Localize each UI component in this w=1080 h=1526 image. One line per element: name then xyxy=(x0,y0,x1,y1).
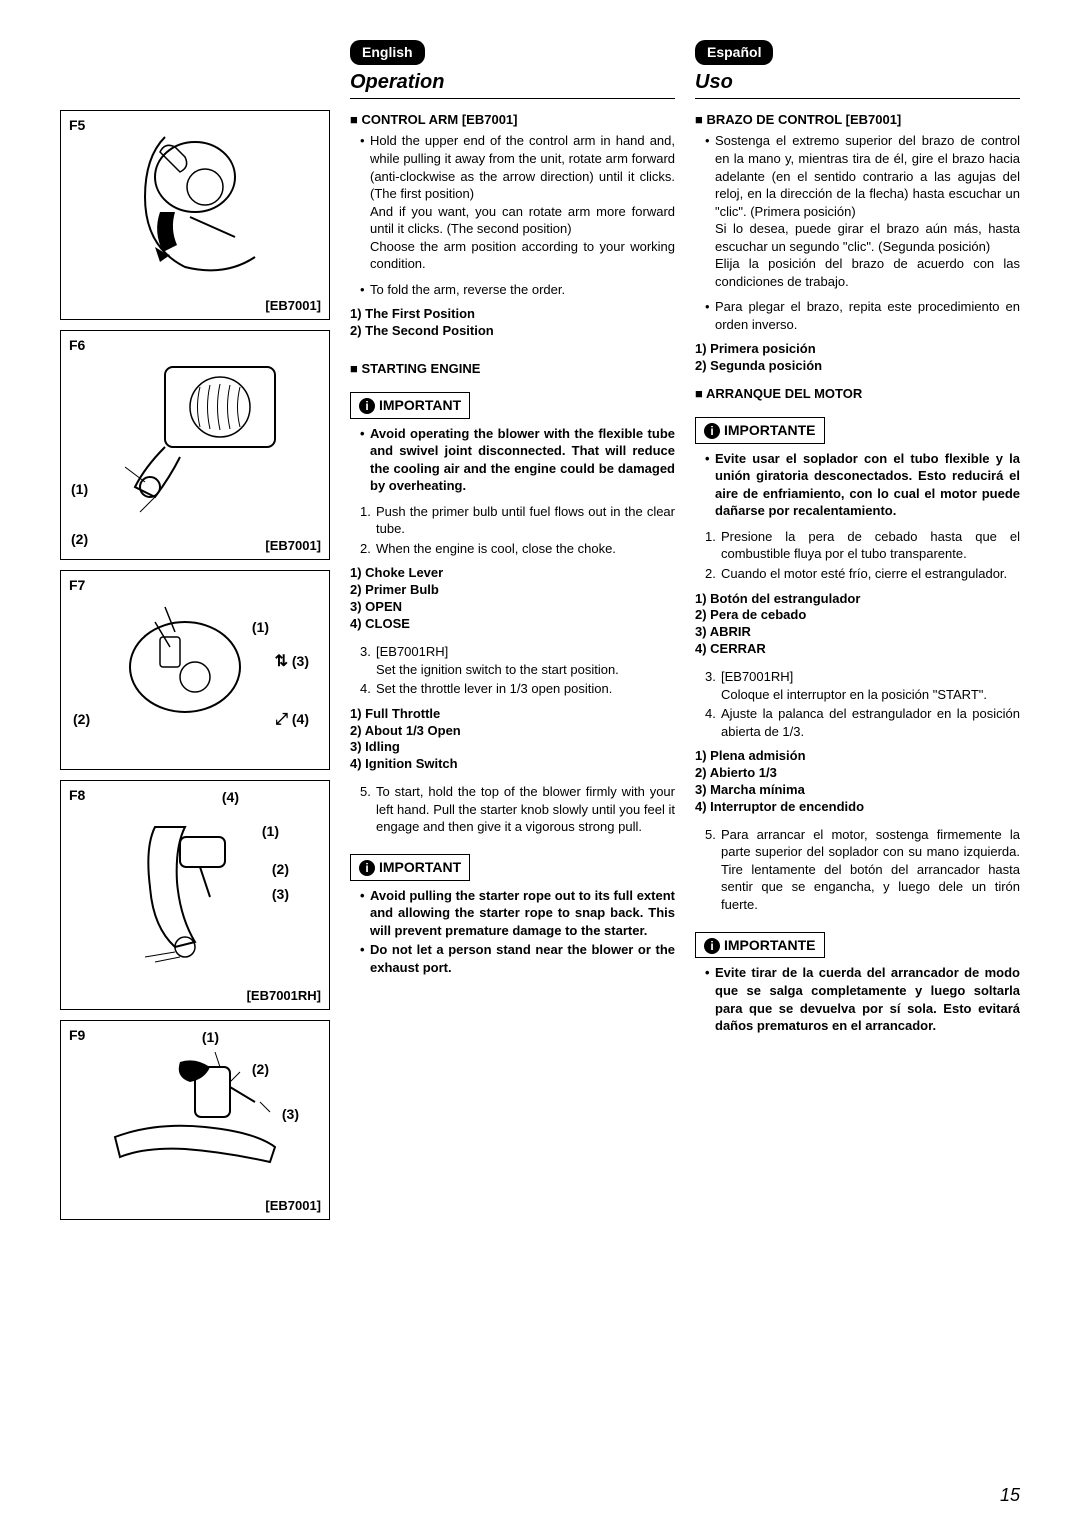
figure-label: F7 xyxy=(69,577,85,593)
heading-arranque: ARRANQUE DEL MOTOR xyxy=(695,385,1020,403)
step-1: 1.Push the primer bulb until fuel flows … xyxy=(360,503,675,538)
important-box-2: iIMPORTANT xyxy=(350,854,470,881)
figure-model: [EB7001] xyxy=(265,298,321,313)
steps-1-2: 1.Push the primer bulb until fuel flows … xyxy=(350,503,675,558)
text: Evite usar el soplador con el tubo flexi… xyxy=(705,450,1020,520)
step-3: 3.[EB7001RH]Set the ignition switch to t… xyxy=(360,643,675,678)
info-icon: i xyxy=(704,938,720,954)
figure-f8-drawing xyxy=(105,787,285,977)
step-2: 2.When the engine is cool, close the cho… xyxy=(360,540,675,558)
callout-3: (3) xyxy=(272,886,289,902)
figure-model: [EB7001] xyxy=(265,1198,321,1213)
info-icon: i xyxy=(359,860,375,876)
page-container: F5 [EB7001] F6 xyxy=(60,40,1020,1496)
pasos-1-2: 1.Presione la pera de cebado hasta que e… xyxy=(695,528,1020,583)
english-column: English Operation CONTROL ARM [EB7001] H… xyxy=(350,40,675,1496)
figure-model: [EB7001] xyxy=(265,538,321,553)
info-icon: i xyxy=(704,423,720,439)
figure-f5: F5 [EB7001] xyxy=(60,110,330,320)
step-5-item: 5.To start, hold the top of the blower f… xyxy=(360,783,675,836)
callout-4: ⤢ (4) xyxy=(275,711,309,729)
text: Hold the upper end of the control arm in… xyxy=(360,132,675,272)
estrangulador-legend: 1) Botón del estrangulador 2) Pera de ce… xyxy=(695,591,1020,659)
figure-f5-drawing xyxy=(105,117,285,287)
callout-2: (2) xyxy=(252,1061,269,1077)
text: Para plegar el brazo, repita este proced… xyxy=(705,298,1020,333)
figure-f7-drawing xyxy=(105,577,285,737)
importante-box-1: iIMPORTANTE xyxy=(695,417,825,444)
paso-1: 1.Presione la pera de cebado hasta que e… xyxy=(705,528,1020,563)
callout-2: (2) xyxy=(272,861,289,877)
callout-1: (1) xyxy=(202,1029,219,1045)
text: Sostenga el extremo superior del brazo d… xyxy=(705,132,1020,290)
callout-3: (3) xyxy=(282,1106,299,1122)
figure-f6: F6 (1) (2) [EB7001] xyxy=(60,330,330,560)
paso-5-item: 5.Para arrancar el motor, sostenga firme… xyxy=(705,826,1020,914)
callout-2: (2) xyxy=(71,531,88,547)
control-arm-bullets: Hold the upper end of the control arm in… xyxy=(350,132,675,272)
warning-2: Avoid pulling the starter rope out to it… xyxy=(350,887,675,977)
figure-f7: F7 (1) (2) ⇅ (3) ⤢ (4) xyxy=(60,570,330,770)
admision-legend: 1) Plena admisión 2) Abierto 1/3 3) Marc… xyxy=(695,748,1020,816)
text: Avoid pulling the starter rope out to it… xyxy=(360,887,675,940)
step-4: 4.Set the throttle lever in 1/3 open pos… xyxy=(360,680,675,698)
figure-label: F6 xyxy=(69,337,85,353)
figures-column: F5 [EB7001] F6 xyxy=(60,40,330,1496)
figure-f8: F8 (4) (1) (2) (3) [EB7001RH] xyxy=(60,780,330,1010)
spanish-column: Español Uso BRAZO DE CONTROL [EB7001] So… xyxy=(695,40,1020,1496)
info-icon: i xyxy=(359,398,375,414)
text: Avoid operating the blower with the flex… xyxy=(360,425,675,495)
warning-1: Avoid operating the blower with the flex… xyxy=(350,425,675,495)
callout-4: (4) xyxy=(222,789,239,805)
paso-5: 5.Para arrancar el motor, sostenga firme… xyxy=(695,826,1020,914)
aviso-1: Evite usar el soplador con el tubo flexi… xyxy=(695,450,1020,520)
figure-f9-drawing xyxy=(95,1027,295,1187)
figure-label: F5 xyxy=(69,117,85,133)
lang-badge-spanish: Español xyxy=(695,40,773,65)
heading-starting-engine: STARTING ENGINE xyxy=(350,360,675,378)
page-number: 15 xyxy=(1000,1485,1020,1506)
lang-badge-english: English xyxy=(350,40,425,65)
figure-f9: F9 (1) (2) (3) [EB7001] xyxy=(60,1020,330,1220)
callout-3: ⇅ (3) xyxy=(275,651,309,671)
section-title: Operation xyxy=(350,69,675,99)
importante-box-2: iIMPORTANTE xyxy=(695,932,825,959)
aviso-2: Evite tirar de la cuerda del arrancador … xyxy=(695,964,1020,1034)
fold-arm-bullet: To fold the arm, reverse the order. xyxy=(350,281,675,299)
figure-f6-drawing xyxy=(95,337,295,527)
section-title: Uso xyxy=(695,69,1020,99)
paso-2: 2.Cuando el motor esté frío, cierre el e… xyxy=(705,565,1020,583)
text: To fold the arm, reverse the order. xyxy=(360,281,675,299)
throttle-legend: 1) Full Throttle 2) About 1/3 Open 3) Id… xyxy=(350,706,675,774)
figure-model: [EB7001RH] xyxy=(247,988,321,1003)
choke-legend: 1) Choke Lever 2) Primer Bulb 3) OPEN 4)… xyxy=(350,565,675,633)
posicion-legend: 1) Primera posición 2) Segunda posición xyxy=(695,341,1020,375)
plegar-bullet: Para plegar el brazo, repita este proced… xyxy=(695,298,1020,333)
text: Evite tirar de la cuerda del arrancador … xyxy=(705,964,1020,1034)
callout-1: (1) xyxy=(252,619,269,635)
heading-brazo: BRAZO DE CONTROL [EB7001] xyxy=(695,111,1020,129)
paso-4: 4.Ajuste la palanca del estrangulador en… xyxy=(705,705,1020,740)
step-5: 5.To start, hold the top of the blower f… xyxy=(350,783,675,836)
steps-3-4: 3.[EB7001RH]Set the ignition switch to t… xyxy=(350,643,675,698)
figure-label: F9 xyxy=(69,1027,85,1043)
callout-1: (1) xyxy=(262,823,279,839)
callout-2: (2) xyxy=(73,711,90,727)
brazo-bullets: Sostenga el extremo superior del brazo d… xyxy=(695,132,1020,290)
pasos-3-4: 3.[EB7001RH]Coloque el interruptor en la… xyxy=(695,668,1020,740)
paso-3: 3.[EB7001RH]Coloque el interruptor en la… xyxy=(705,668,1020,703)
heading-control-arm: CONTROL ARM [EB7001] xyxy=(350,111,675,129)
text: Do not let a person stand near the blowe… xyxy=(360,941,675,976)
position-legend: 1) The First Position 2) The Second Posi… xyxy=(350,306,675,340)
callout-1: (1) xyxy=(71,481,88,497)
important-box-1: iIMPORTANT xyxy=(350,392,470,419)
figure-label: F8 xyxy=(69,787,85,803)
